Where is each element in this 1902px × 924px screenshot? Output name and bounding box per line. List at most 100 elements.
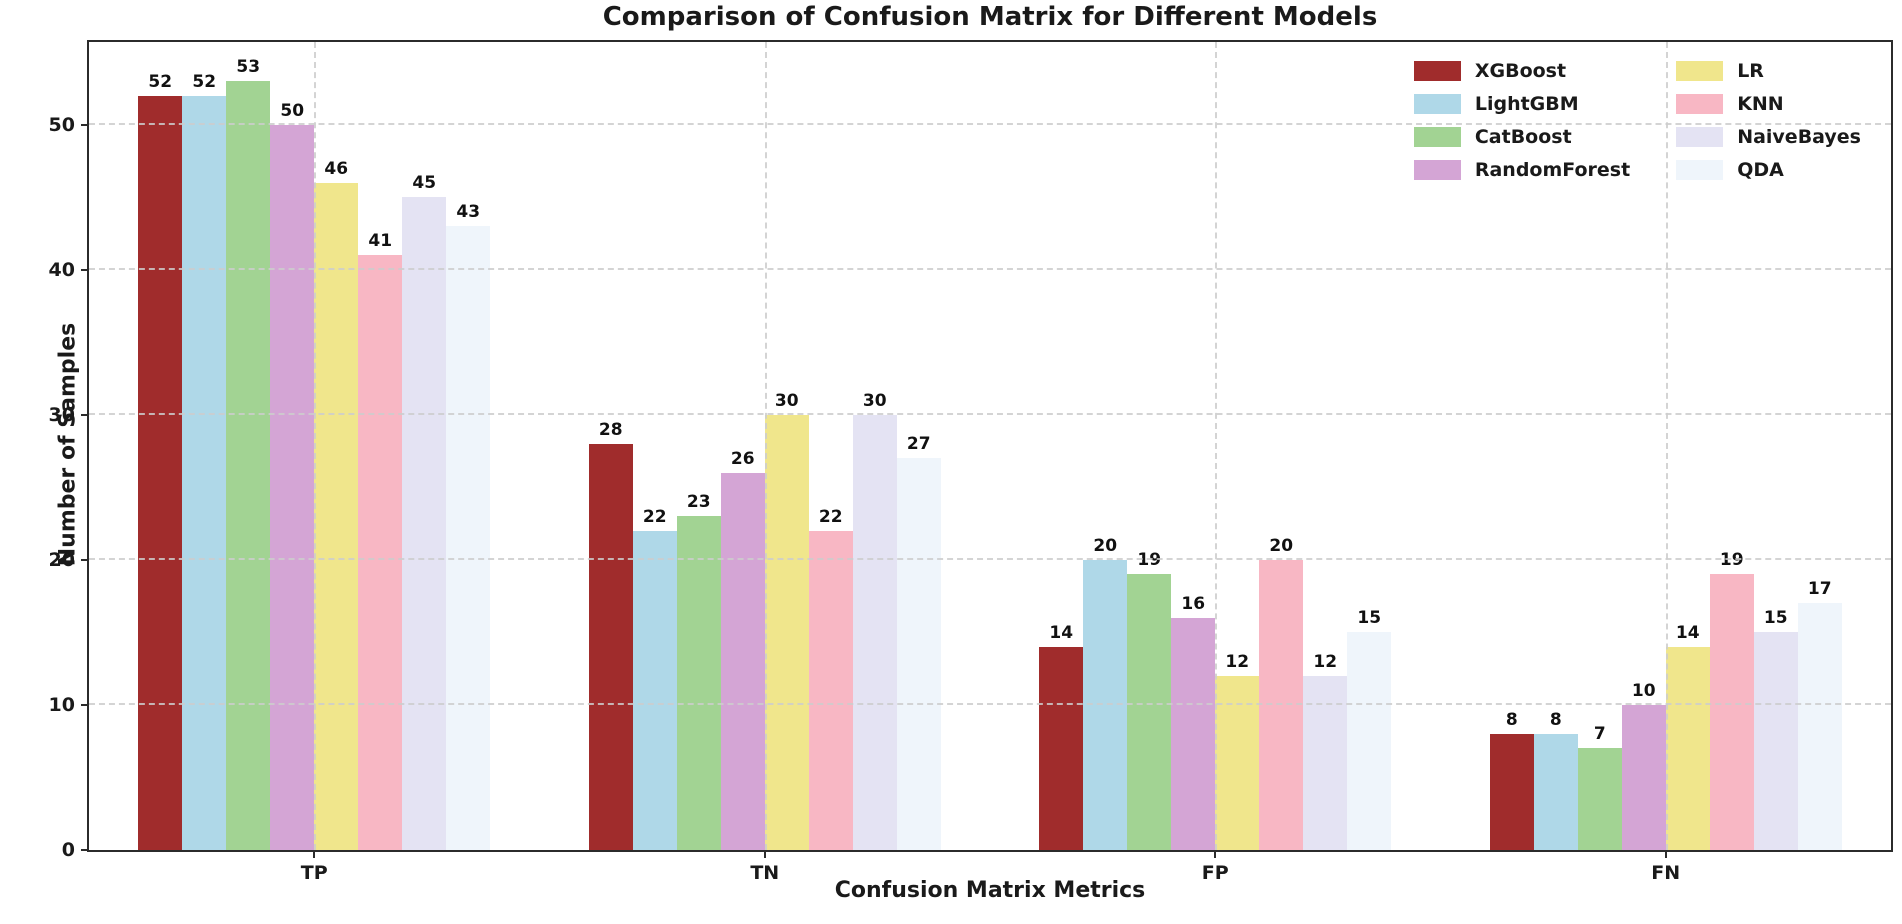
bar-value-label: 27: [906, 434, 931, 455]
y-tick-label: 40: [48, 258, 75, 281]
bar-value-label: 7: [1593, 724, 1606, 745]
y-tick-mark: [81, 703, 89, 706]
bar-value-label: 10: [1631, 680, 1656, 701]
legend-item-randomforest: RandomForest: [1413, 157, 1631, 183]
legend-swatch: [1413, 94, 1461, 114]
x-tick-label-tp: TP: [300, 862, 328, 884]
bar-value-label: 8: [1549, 709, 1562, 730]
legend-swatch: [1413, 127, 1461, 147]
bar-value-label: 20: [1093, 535, 1118, 556]
bar-value-label: 22: [642, 506, 667, 527]
bar-value-label: 12: [1313, 651, 1338, 672]
legend-item-naivebayes: NaiveBayes: [1676, 124, 1861, 150]
bar-knn-fn: 19: [1709, 550, 1754, 850]
bar-value-label: 22: [818, 506, 843, 527]
bar-lightgbm-tn: 22: [632, 507, 677, 850]
legend-swatch: [1676, 160, 1724, 180]
legend-item-catboost: CatBoost: [1413, 124, 1630, 150]
x-tick-mark: [1664, 850, 1667, 858]
y-tick-mark: [81, 268, 89, 271]
bar-xgboost-tn: 28: [588, 420, 633, 850]
bar-value-label: 14: [1675, 622, 1700, 643]
bar-value-label: 20: [1269, 535, 1294, 556]
legend-label: LightGBM: [1474, 93, 1579, 115]
bar-knn-tp: 41: [358, 231, 403, 850]
bar-group: 8 8 7 10 14 19 15 17: [1489, 42, 1842, 850]
x-tick-mark: [313, 850, 316, 858]
x-tick-label-tn: TN: [750, 862, 780, 884]
bar-xgboost-fn: 8: [1489, 710, 1534, 850]
legend-item-knn: KNN: [1676, 91, 1861, 117]
bar-value-label: 16: [1181, 593, 1206, 614]
bar-lightgbm-fp: 20: [1083, 536, 1128, 850]
bar-value-label: 43: [456, 202, 481, 223]
bar-value-label: 41: [368, 231, 393, 252]
bar-value-label: 17: [1807, 579, 1832, 600]
chart-title: Comparison of Confusion Matrix for Diffe…: [602, 2, 1378, 32]
bar-value-label: 26: [730, 448, 755, 469]
bar-randomforest-tp: 50: [270, 101, 315, 850]
plot-area: XGBoost LightGBM CatBoost RandomForest LR KNN…: [49, 40, 1893, 884]
x-tick-mark: [763, 850, 766, 858]
bar-lr-tp: 46: [314, 159, 359, 850]
bar-lightgbm-tp: 52: [182, 72, 227, 850]
x-tick-label-fp: FP: [1201, 862, 1229, 884]
bar-naivebayes-tn: 30: [852, 391, 897, 850]
y-tick-label: 0: [61, 839, 75, 861]
legend: XGBoost LightGBM CatBoost RandomForest LR KNN…: [1413, 58, 1861, 183]
bar-xgboost-tp: 52: [138, 72, 183, 850]
bar-value-label: 50: [280, 100, 305, 121]
legend-item-xgboost: XGBoost: [1413, 58, 1630, 84]
y-tick-mark: [81, 849, 89, 851]
legend-label: CatBoost: [1474, 126, 1572, 148]
bar-value-label: 14: [1049, 622, 1074, 643]
bar-naivebayes-fp: 12: [1303, 652, 1348, 850]
legend-swatch: [1676, 94, 1724, 114]
bar-value-label: 15: [1357, 608, 1382, 629]
y-tick-mark: [81, 413, 89, 416]
bar-randomforest-tn: 26: [720, 449, 765, 850]
legend-label: RandomForest: [1474, 159, 1631, 181]
bar-naivebayes-fn: 15: [1753, 608, 1798, 850]
legend-label: KNN: [1737, 93, 1784, 115]
bar-value-label: 19: [1719, 550, 1744, 571]
legend-label: LR: [1737, 60, 1764, 82]
bar-value-label: 53: [236, 57, 261, 78]
bar-xgboost-fp: 14: [1039, 623, 1084, 850]
bar-qda-tn: 27: [896, 434, 941, 850]
bar-group: 28 22 23 26 30 22 30 27: [588, 42, 941, 850]
legend-item-lightgbm: LightGBM: [1413, 91, 1630, 117]
bar-group: 52 52 53 50 46 41 45 43: [138, 42, 491, 850]
bar-value-label: 28: [598, 419, 623, 440]
legend-item-lr: LR: [1676, 58, 1861, 84]
y-tick-label: 30: [48, 403, 75, 426]
legend-column: XGBoost LightGBM CatBoost RandomForest: [1413, 58, 1631, 183]
legend-swatch: [1413, 61, 1461, 81]
bar-value-label: 52: [148, 71, 173, 92]
bar-value-label: 52: [192, 71, 217, 92]
bar-value-label: 45: [412, 173, 437, 194]
bar-value-label: 30: [774, 390, 799, 411]
bar-value-label: 8: [1505, 709, 1518, 730]
y-tick-label: 10: [48, 693, 75, 716]
legend-label: NaiveBayes: [1737, 126, 1861, 148]
legend-label: XGBoost: [1474, 60, 1567, 82]
y-axis-label: Number of Samples: [55, 322, 81, 567]
bar-lr-tn: 30: [764, 391, 809, 850]
bar-value-label: 19: [1137, 550, 1162, 571]
bar-value-label: 30: [862, 390, 887, 411]
bar-qda-fn: 17: [1797, 579, 1842, 850]
bar-randomforest-fp: 16: [1171, 594, 1216, 850]
bar-knn-fp: 20: [1259, 536, 1304, 850]
bar-catboost-tn: 23: [676, 492, 721, 850]
bar-catboost-fn: 7: [1577, 724, 1622, 850]
legend-item-qda: QDA: [1676, 157, 1861, 183]
bar-group: 14 20 19 16 12 20 12 15: [1039, 42, 1392, 850]
bar-value-label: 15: [1763, 608, 1788, 629]
bar-catboost-fp: 19: [1127, 550, 1172, 850]
bar-lightgbm-fn: 8: [1533, 710, 1578, 850]
y-tick-mark: [81, 123, 89, 126]
bar-lr-fp: 12: [1215, 652, 1260, 850]
y-tick-mark: [81, 558, 89, 561]
